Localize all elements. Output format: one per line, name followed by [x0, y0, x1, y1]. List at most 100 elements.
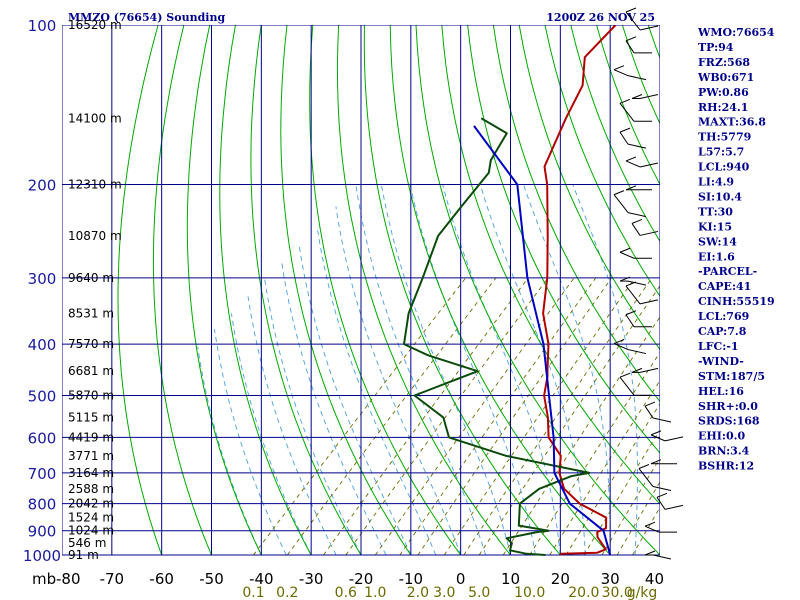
mixing-ratio-label: 20.0: [568, 585, 599, 600]
mixing-ratio-labels: 0.1 0.2 0.6 1.0 2.0 3.0 5.0 10.0 20.0 30.0g/kg: [242, 585, 657, 600]
index-item: SI:10.4: [698, 190, 742, 203]
wind-barb-feather: [652, 417, 672, 423]
dry-adiabat: [518, 25, 660, 351]
wind-barb-flag: [644, 521, 656, 527]
index-item: SRDS:168: [698, 415, 760, 428]
wind-barb-feather: [639, 367, 659, 373]
wind-barb-feather: [639, 162, 659, 168]
wind-barb-feather: [627, 212, 647, 218]
temperature-tick-label: 0: [456, 570, 466, 588]
wind-barb: [625, 281, 659, 305]
wind-barb-shaft: [625, 285, 641, 305]
wind-barb-shaft: [619, 102, 635, 122]
mixing-ratio-label: 30.0: [602, 585, 633, 600]
index-item: LCL:769: [698, 310, 749, 323]
temperature-tick-label: 30: [601, 570, 620, 588]
pressure-label: 1000: [23, 547, 61, 565]
temperature-tick-label: -70: [100, 570, 125, 588]
temperature-tick-label: -10: [399, 570, 424, 588]
wind-barb-flag: [625, 36, 637, 42]
wind-barb: [644, 521, 677, 533]
wind-barb: [613, 65, 647, 81]
moist-adiabat: [247, 296, 337, 556]
wind-barb-feather: [664, 504, 684, 510]
dry-adiabat: [544, 25, 660, 298]
index-panel: WMO:76654 TP:94 FRZ:568 WB0:671 PW:0.86 RH:24…: [697, 26, 775, 473]
temperature-tick-label: 20: [551, 570, 570, 588]
mixing-ratio-line: [616, 481, 660, 556]
pressure-label: 400: [28, 336, 57, 354]
mixing-ratio-label: 3.0: [433, 585, 455, 600]
index-item: L57:5.7: [698, 146, 744, 159]
wind-barb: [650, 430, 684, 442]
index-item: RH:24.1: [698, 101, 748, 114]
wind-barb-shaft: [613, 69, 629, 77]
wind-barb: [613, 190, 647, 218]
height-label: 3771 m: [68, 449, 114, 463]
pressure-label: 300: [28, 270, 57, 288]
height-label: 2588 m: [68, 482, 114, 496]
wind-barb-shaft: [656, 497, 666, 510]
dry-adiabat: [152, 25, 212, 556]
sounding-series: [403, 25, 617, 556]
wind-barb-flag: [631, 94, 643, 99]
mixing-ratio-label: 10.0: [514, 585, 545, 600]
index-item: PW:0.86: [698, 86, 749, 99]
temperature-tick-label: 40: [645, 570, 664, 588]
wind-barb-flag: [619, 372, 631, 378]
wind-barb-flag: [625, 185, 637, 191]
wind-barb: [625, 7, 659, 31]
wind-barb-shaft: [613, 194, 629, 213]
chart-datetime: 1200Z 26 NOV 25: [546, 11, 655, 24]
dry-adiabat: [389, 25, 611, 556]
temperature-line: [542, 25, 617, 556]
wind-barb-flag: [638, 464, 650, 469]
wind-barb: [619, 372, 652, 396]
index-item: WB0:671: [697, 71, 754, 84]
height-label: 5115 m: [68, 410, 114, 424]
height-label: 14100 m: [68, 111, 122, 125]
dry-adiabat: [363, 25, 561, 556]
wind-barb-feather: [639, 299, 659, 305]
dry-adiabats: [117, 25, 660, 556]
wind-barb: [625, 36, 652, 54]
wind-barb-feather: [627, 280, 647, 286]
mixing-ratio-label: 0.1: [242, 585, 264, 600]
mixing-ratio-line: [399, 277, 597, 556]
dry-adiabat: [336, 25, 511, 556]
dry-adiabat: [280, 25, 412, 556]
wind-barb: [619, 98, 652, 122]
wind-barb-shaft: [625, 11, 641, 31]
wind-barb-flag: [619, 98, 631, 104]
pressure-label: 100: [28, 17, 57, 35]
mixing-ratio-line: [463, 277, 653, 556]
pressure-axis-labels: 1000 900 800 700 600 500 400 300 200 100: [23, 17, 61, 565]
wind-barb: [619, 276, 647, 286]
height-label: 12310 m: [68, 178, 122, 192]
moist-adiabat: [335, 206, 462, 556]
height-label: 1524 m: [68, 511, 114, 525]
index-item: HEL:16: [698, 385, 744, 398]
wind-barb-flag: [650, 459, 662, 465]
height-label: 7570 m: [68, 337, 114, 351]
index-item: LI:4.9: [698, 176, 734, 189]
wind-barb-shaft: [625, 314, 635, 328]
wind-barb-flag: [650, 430, 662, 436]
wind-barb: [625, 156, 659, 168]
height-label: 6681 m: [68, 364, 114, 378]
wind-barb-feather: [639, 25, 659, 31]
wind-barb-shaft: [644, 525, 660, 533]
temperature-tick-label: -60: [149, 570, 174, 588]
parcel-line: [473, 125, 612, 556]
index-item: -WIND-: [698, 355, 744, 368]
mixing-ratio-line: [443, 277, 636, 556]
mixing-ratio-unit-label: g/kg: [627, 585, 658, 600]
dry-adiabat: [570, 25, 660, 243]
wind-barb-feather: [652, 554, 672, 560]
wind-barb-feather: [664, 436, 684, 442]
index-item: EHI:0.0: [698, 430, 745, 443]
mixing-ratio-label: 0.6: [335, 585, 357, 600]
wind-barb-shaft: [619, 376, 635, 396]
height-label: 16520 m: [68, 18, 122, 32]
